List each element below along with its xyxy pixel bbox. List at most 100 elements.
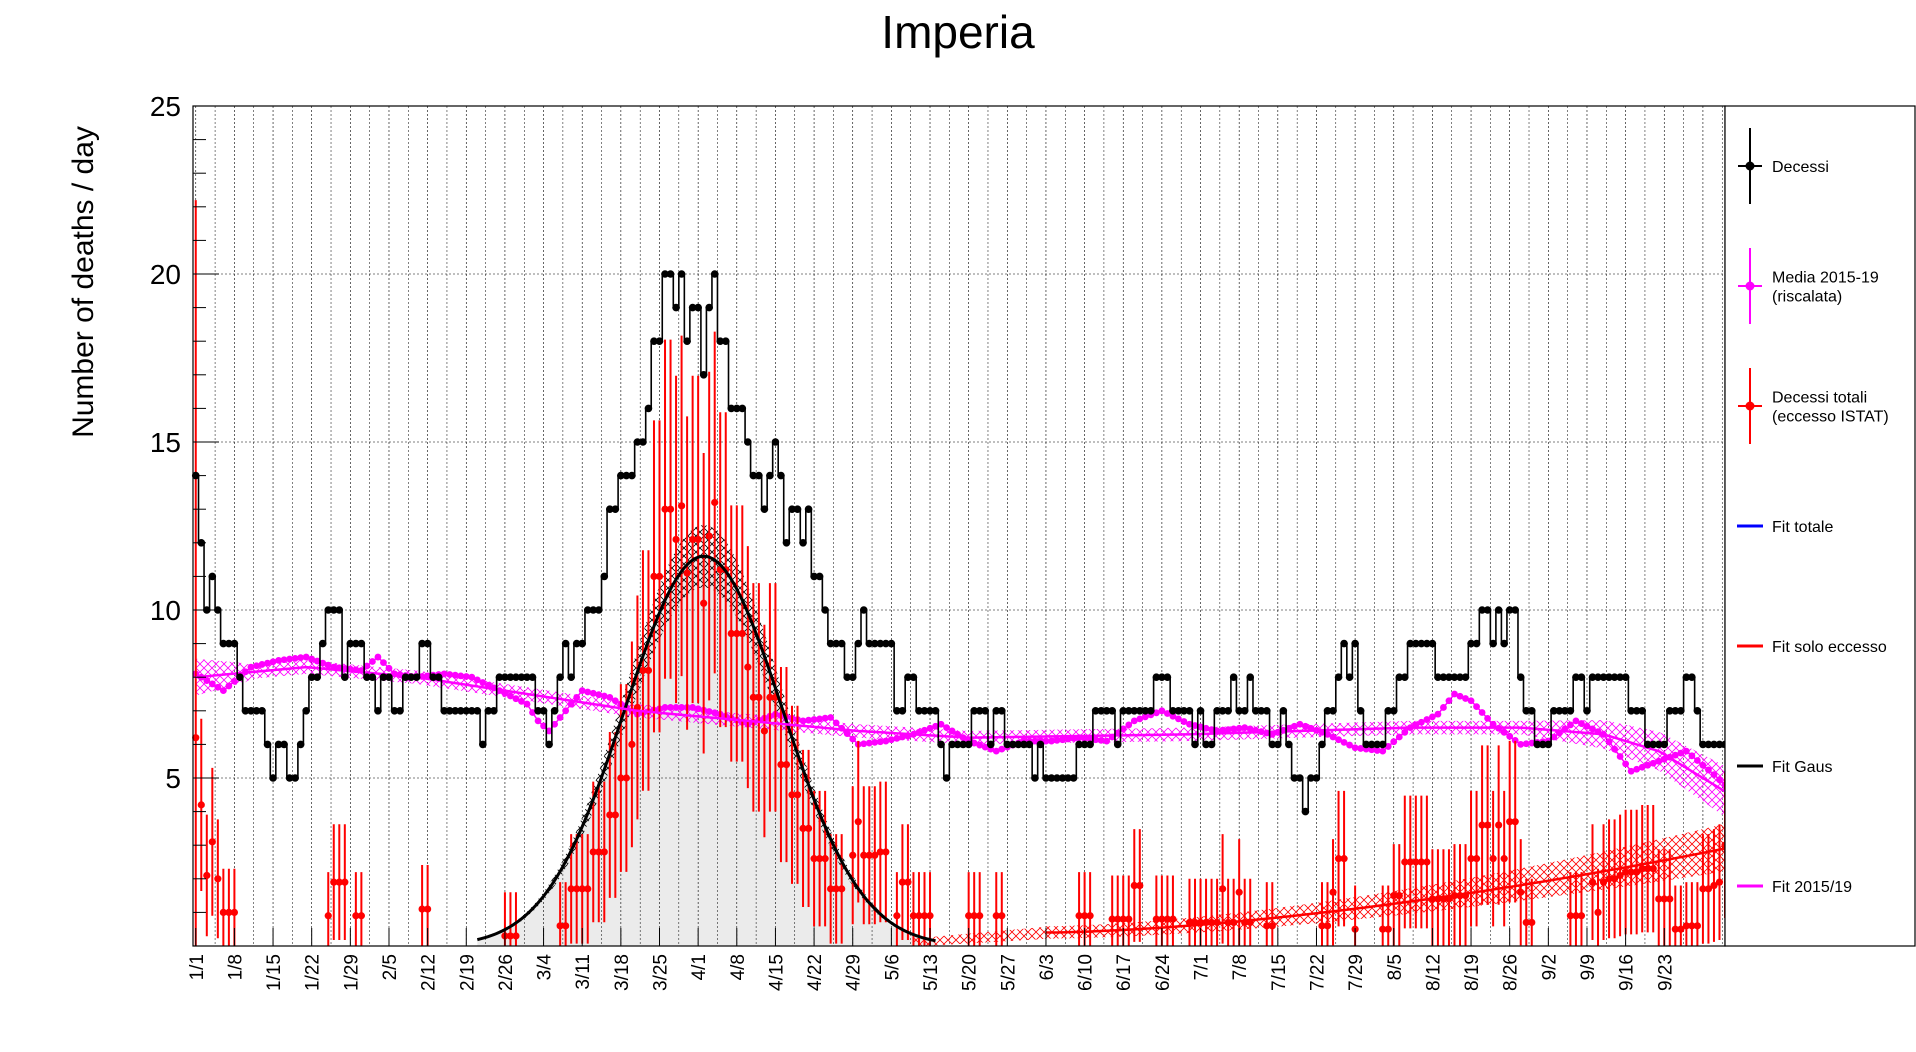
eccesso-point <box>920 912 929 920</box>
eccesso-point <box>1622 868 1630 876</box>
eccesso-point <box>1318 922 1326 930</box>
decessi-point <box>1020 740 1028 749</box>
decessi-point <box>1340 639 1348 648</box>
media-point <box>589 689 597 697</box>
decessi-point <box>1511 606 1520 614</box>
decessi-point <box>876 639 885 648</box>
decessi-point <box>1235 707 1243 715</box>
decessi-point <box>1417 639 1426 648</box>
x-tick-label: 8/19 <box>1462 954 1483 991</box>
decessi-point <box>1406 639 1415 648</box>
decessi-point <box>997 707 1006 715</box>
x-tick-label: 3/18 <box>612 954 633 991</box>
eccesso-point <box>1633 868 1641 876</box>
media-point <box>1141 713 1149 721</box>
eccesso-point <box>992 912 1000 920</box>
media-point <box>1660 755 1668 763</box>
decessi-point <box>804 505 813 513</box>
decessi-point <box>749 471 758 480</box>
media-point <box>1445 697 1453 705</box>
eccesso-point <box>1075 912 1083 920</box>
eccesso-point <box>976 912 984 920</box>
media-point <box>1180 718 1188 725</box>
decessi-point <box>793 505 802 513</box>
eccesso-point <box>1682 922 1690 930</box>
media-point <box>943 724 950 731</box>
media-point <box>534 717 542 725</box>
eccesso-point <box>1572 912 1580 920</box>
decessi-point <box>1202 740 1210 749</box>
eccesso-point <box>595 848 603 856</box>
media-point <box>1682 747 1690 755</box>
eccesso-point <box>335 878 343 886</box>
decessi-point <box>865 639 874 648</box>
media-point <box>1451 690 1458 698</box>
eccesso-point <box>677 502 686 510</box>
decessi-point <box>633 438 642 446</box>
media-point <box>556 714 564 721</box>
decessi-point <box>606 505 614 513</box>
x-tick-label: 6/10 <box>1076 954 1097 991</box>
media-point <box>374 653 382 661</box>
decessi-point <box>1075 740 1083 749</box>
eccesso-point <box>1163 915 1172 923</box>
x-tick-label: 1/1 <box>187 954 208 980</box>
media-point <box>578 687 586 695</box>
eccesso-point <box>628 740 636 749</box>
x-tick-label: 4/8 <box>728 954 749 980</box>
chart-title: Imperia <box>881 6 1035 58</box>
media-point <box>479 679 487 686</box>
decessi-point <box>859 606 868 614</box>
decessi-point <box>622 471 631 480</box>
media-point <box>258 661 266 668</box>
eccesso-point <box>1666 895 1674 903</box>
eccesso-point <box>1660 895 1668 903</box>
media-point <box>893 734 901 742</box>
media-point <box>849 735 857 743</box>
eccesso-point <box>1594 908 1602 917</box>
eccesso-point <box>1588 878 1597 886</box>
x-tick-label: 7/8 <box>1230 954 1251 980</box>
decessi-point <box>1555 707 1564 715</box>
decessi-point <box>1108 707 1116 715</box>
decessi-point <box>280 740 288 749</box>
x-tick-label: 9/23 <box>1655 954 1676 991</box>
decessi-point <box>738 404 747 413</box>
media-point <box>600 692 608 700</box>
eccesso-point <box>1715 878 1724 886</box>
legend: Decessi Media 2015-19 (riscalata) Decessi t… <box>1724 105 1916 947</box>
decessi-point <box>484 707 493 715</box>
fit-gaus-curve <box>476 554 936 943</box>
eccesso-point <box>214 875 222 883</box>
media-point <box>225 682 233 690</box>
media-point <box>369 658 376 665</box>
decessi-point <box>909 673 918 681</box>
decessi-point <box>1362 740 1370 749</box>
media-point <box>998 745 1006 753</box>
eccesso-point <box>782 760 791 769</box>
decessi-point <box>1274 740 1282 749</box>
decessi-point <box>390 707 399 715</box>
media-point <box>562 707 570 715</box>
x-tick-label: 2/26 <box>496 954 517 991</box>
decessi-point <box>904 673 912 681</box>
eccesso-point <box>760 727 768 735</box>
decessi-point <box>705 303 713 312</box>
y-tick-label: 15 <box>150 427 181 458</box>
media-point <box>1042 737 1050 745</box>
x-tick-label: 3/4 <box>535 954 556 981</box>
media-point <box>816 715 824 723</box>
decessi-point <box>1638 707 1646 715</box>
decessi-point <box>1412 639 1420 648</box>
decessi-point <box>1583 707 1591 715</box>
decessi-point <box>1014 740 1023 749</box>
media-point <box>1528 739 1536 747</box>
media-point <box>1059 736 1066 744</box>
decessi-point <box>1152 673 1161 681</box>
decessi-point <box>517 673 526 681</box>
decessi-point <box>274 740 283 749</box>
media-point <box>385 664 393 672</box>
eccesso-point <box>904 878 912 886</box>
eccesso-point <box>606 811 614 819</box>
